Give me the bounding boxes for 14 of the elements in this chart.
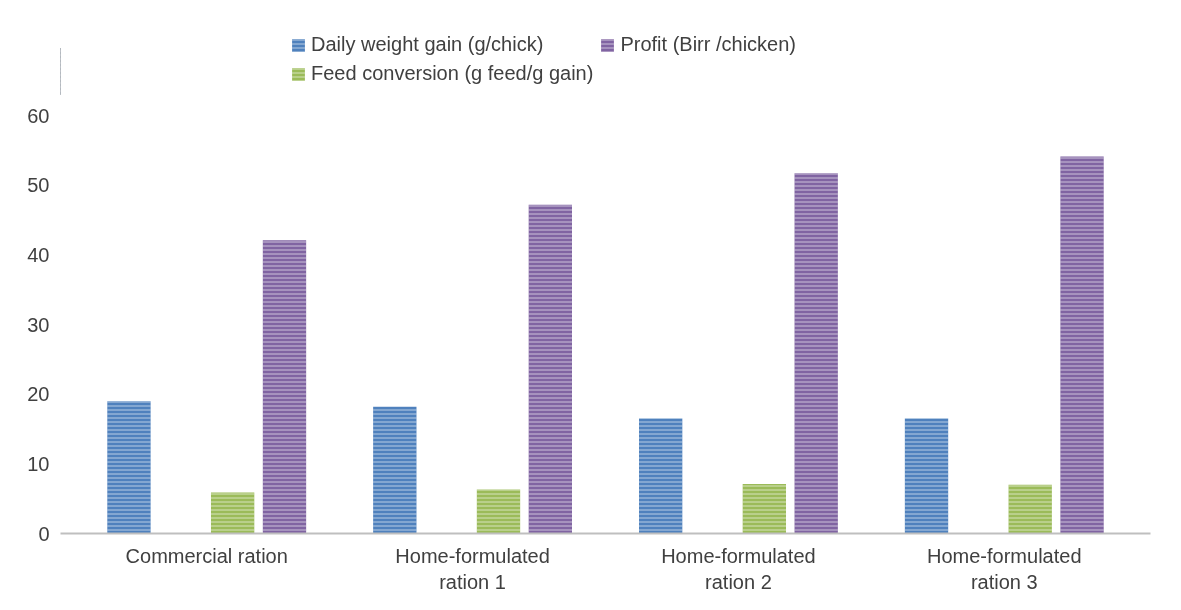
y-tick-label: 40 — [27, 243, 50, 266]
legend-label: Feed conversion (g feed/g gain) — [311, 62, 594, 85]
x-tick-label: Commercial ration — [125, 544, 288, 567]
x-tick-label: Home-formulated ration 1 — [395, 544, 550, 593]
y-tick-label: 60 — [27, 104, 50, 127]
legend-label: Daily weight gain (g/chick) — [311, 33, 544, 56]
y-tick-label: 0 — [38, 522, 50, 545]
y-tick-label: 10 — [27, 452, 50, 475]
legend-label: Profit (Birr /chicken) — [620, 33, 796, 56]
y-tick-label: 20 — [27, 383, 50, 406]
x-tick-label: Home-formulated ration 2 — [661, 544, 816, 593]
y-tick-label: 30 — [27, 313, 50, 336]
y-tick-label: 50 — [27, 174, 50, 197]
x-tick-label: Home-formulated ration 3 — [927, 544, 1082, 593]
